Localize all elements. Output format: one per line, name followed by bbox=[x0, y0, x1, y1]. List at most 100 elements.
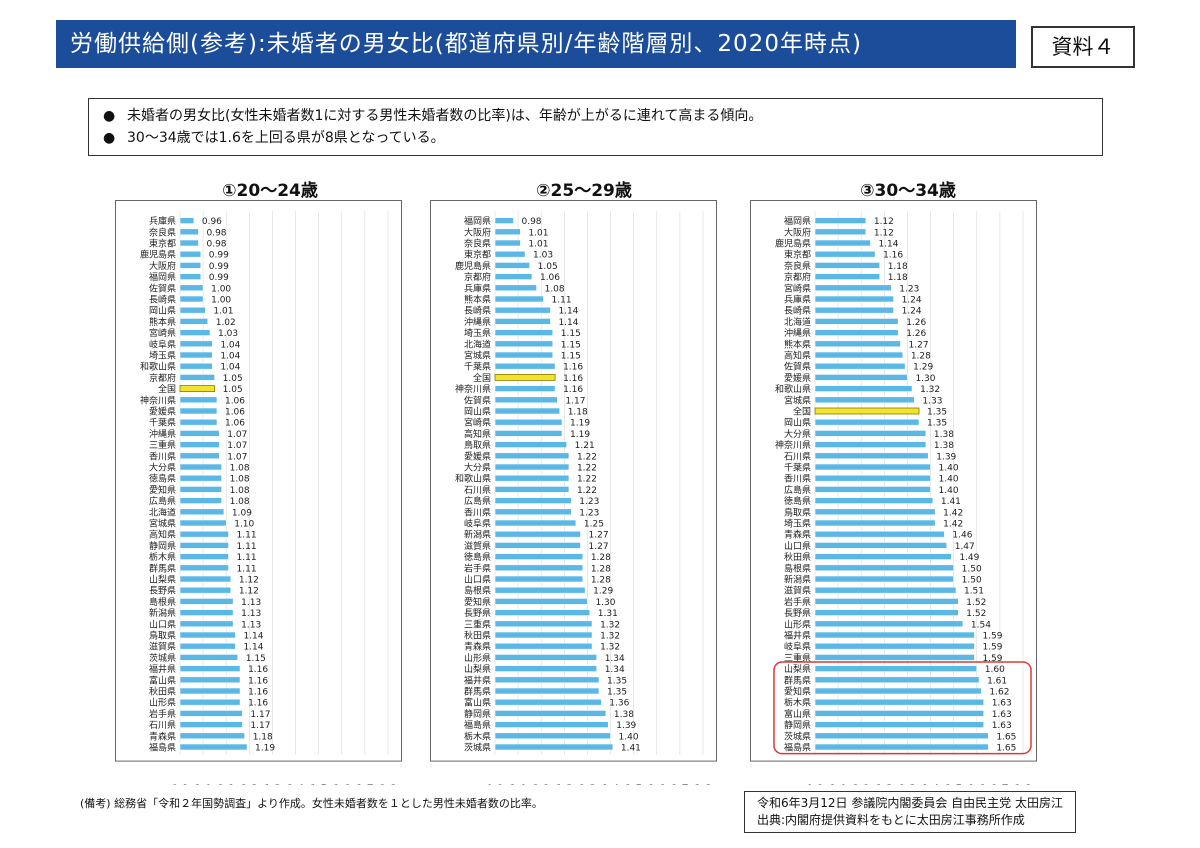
category-label: 茨城県 bbox=[784, 730, 811, 742]
value-label: 0.99 bbox=[209, 262, 229, 272]
bar bbox=[179, 318, 209, 325]
category-label: 静岡県 bbox=[464, 708, 491, 720]
x-tick-label: 1.5 bbox=[945, 783, 963, 785]
value-label: 1.21 bbox=[575, 441, 595, 451]
category-label: 三重県 bbox=[784, 652, 811, 664]
category-label: 山梨県 bbox=[784, 663, 811, 675]
category-label: 島根県 bbox=[784, 562, 811, 574]
bar bbox=[814, 497, 934, 504]
category-label: 群馬県 bbox=[464, 686, 491, 698]
value-label: 1.16 bbox=[248, 665, 268, 675]
chart-20-24: 0.9 1.0 1.1 1.2 1.3 1.4 1.5 1.6 1.7 1.8 兵庫県 0.96 奈良県… bbox=[115, 200, 402, 785]
value-label: 1.18 bbox=[888, 262, 908, 272]
value-label: 1.12 bbox=[874, 217, 894, 227]
value-label: 1.28 bbox=[591, 576, 611, 586]
bar bbox=[814, 575, 954, 583]
category-label: 島根県 bbox=[464, 585, 491, 597]
value-label: 1.14 bbox=[558, 307, 578, 317]
bar bbox=[179, 542, 229, 549]
value-label: 1.40 bbox=[939, 464, 959, 474]
value-label: 1.11 bbox=[237, 542, 257, 552]
bar bbox=[814, 620, 964, 628]
bar bbox=[179, 497, 222, 504]
value-label: 1.25 bbox=[584, 520, 604, 530]
bar bbox=[494, 519, 577, 527]
bar bbox=[494, 474, 570, 482]
value-label: 1.16 bbox=[563, 385, 583, 395]
category-label: 広島県 bbox=[149, 495, 176, 507]
category-label: 全国 bbox=[473, 372, 491, 384]
value-label: 1.04 bbox=[220, 363, 240, 373]
value-label: 1.17 bbox=[565, 396, 585, 406]
value-label: 1.26 bbox=[906, 329, 926, 339]
bar bbox=[494, 721, 609, 728]
category-label: 長崎県 bbox=[149, 294, 176, 306]
category-label: 大分県 bbox=[149, 462, 176, 474]
category-label: 秋田県 bbox=[149, 686, 176, 698]
value-label: 1.17 bbox=[250, 721, 270, 731]
value-label: 1.39 bbox=[616, 721, 636, 731]
category-label: 福井県 bbox=[784, 630, 811, 642]
category-label: 高知県 bbox=[784, 350, 811, 362]
bar bbox=[494, 351, 554, 359]
value-label: 0.98 bbox=[206, 240, 226, 250]
category-label: 徳島県 bbox=[464, 551, 491, 563]
value-label: 1.63 bbox=[992, 699, 1012, 709]
value-label: 1.27 bbox=[589, 542, 609, 552]
category-label: 愛知県 bbox=[149, 484, 176, 496]
bar bbox=[814, 262, 881, 269]
value-label: 1.15 bbox=[561, 340, 581, 350]
category-label: 京都府 bbox=[784, 271, 811, 283]
bar bbox=[494, 318, 551, 325]
category-label: 大分県 bbox=[784, 428, 811, 440]
category-label: 島根県 bbox=[149, 596, 176, 608]
value-label: 1.00 bbox=[211, 296, 231, 306]
value-label: 1.38 bbox=[934, 430, 954, 440]
summary-box: ● 未婚者の男女比(女性未婚者数1に対する男性未婚者数の比率)は、年齢が上がるに連… bbox=[88, 98, 1103, 156]
x-tick-label: 1.5 bbox=[310, 783, 328, 785]
category-label: 埼玉県 bbox=[464, 327, 491, 339]
value-label: 1.41 bbox=[941, 497, 961, 507]
category-label: 岡山県 bbox=[464, 407, 491, 418]
bar bbox=[494, 586, 586, 594]
bar bbox=[179, 374, 215, 381]
category-label: 茨城県 bbox=[149, 652, 176, 664]
category-label: 宮崎県 bbox=[149, 327, 176, 339]
value-label: 1.62 bbox=[989, 688, 1009, 698]
category-label: 静岡県 bbox=[784, 719, 811, 731]
value-label: 1.15 bbox=[246, 654, 266, 664]
value-label: 1.08 bbox=[230, 475, 250, 485]
category-label: 滋賀県 bbox=[464, 540, 491, 552]
value-label: 1.19 bbox=[255, 744, 275, 754]
value-label: 1.04 bbox=[220, 352, 240, 362]
category-label: 大阪府 bbox=[464, 226, 491, 238]
bar bbox=[494, 273, 533, 280]
value-label: 1.13 bbox=[241, 620, 261, 630]
value-label: 1.01 bbox=[213, 307, 233, 317]
bar bbox=[179, 329, 211, 336]
document-reference-label: 資料４ bbox=[1031, 26, 1135, 68]
bar bbox=[494, 418, 563, 426]
x-tick-label: 1.6 bbox=[648, 783, 666, 785]
value-label: 1.06 bbox=[540, 273, 560, 283]
value-label: 1.16 bbox=[248, 699, 268, 709]
bar bbox=[494, 217, 514, 224]
credit-line: 令和6年3月12日 参議院内閣委員会 自由民主党 太田房江 bbox=[757, 796, 1063, 810]
value-label: 1.27 bbox=[909, 340, 929, 350]
value-label: 1.09 bbox=[232, 508, 252, 518]
value-label: 1.32 bbox=[600, 643, 620, 653]
value-label: 1.18 bbox=[888, 273, 908, 283]
category-label: 福井県 bbox=[464, 674, 491, 686]
category-label: 長野県 bbox=[149, 586, 176, 597]
category-label: 北海道 bbox=[464, 338, 491, 350]
bar bbox=[179, 586, 232, 594]
category-label: 福島県 bbox=[464, 719, 491, 731]
x-tick-label: 1.8 bbox=[379, 783, 397, 785]
category-label: 鹿児島県 bbox=[775, 238, 811, 250]
x-tick-label: 1.3 bbox=[264, 783, 282, 785]
category-label: 秋田県 bbox=[784, 551, 811, 563]
category-label: 和歌山県 bbox=[775, 383, 811, 395]
category-label: 宮城県 bbox=[464, 350, 491, 362]
category-label: 北海道 bbox=[784, 316, 811, 328]
category-label: 滋賀県 bbox=[149, 641, 176, 653]
